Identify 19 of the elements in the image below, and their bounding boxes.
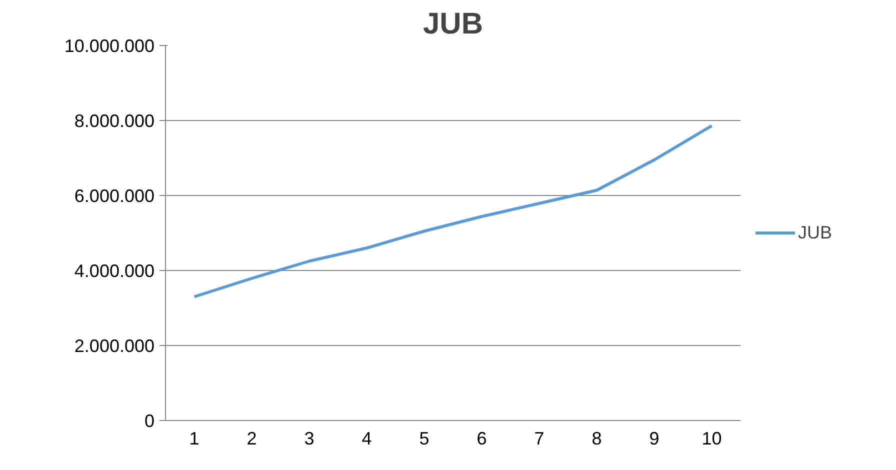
y-tick-label: 2.000.000 bbox=[74, 336, 154, 356]
legend-label: JUB bbox=[798, 222, 832, 243]
x-tick-label: 1 bbox=[189, 428, 200, 448]
x-tick-label: 6 bbox=[476, 428, 487, 448]
y-tick-label: 4.000.000 bbox=[74, 261, 154, 281]
y-tick-label: 0 bbox=[144, 411, 155, 431]
y-tick-label: 8.000.000 bbox=[74, 111, 154, 131]
chart-title: JUB bbox=[422, 8, 484, 40]
y-tick-label: 6.000.000 bbox=[74, 186, 154, 206]
x-tick-label: 7 bbox=[534, 428, 544, 448]
x-tick-label: 4 bbox=[362, 428, 372, 448]
x-tick-label: 8 bbox=[592, 428, 602, 448]
x-tick-label: 9 bbox=[649, 428, 660, 448]
x-tick-label: 3 bbox=[304, 428, 314, 448]
x-tick-label: 2 bbox=[246, 428, 257, 448]
x-tick-label: 5 bbox=[419, 428, 430, 448]
line-series bbox=[192, 124, 714, 298]
x-tick-label: 10 bbox=[702, 428, 722, 448]
y-tick-label: 10.000.000 bbox=[64, 36, 155, 56]
